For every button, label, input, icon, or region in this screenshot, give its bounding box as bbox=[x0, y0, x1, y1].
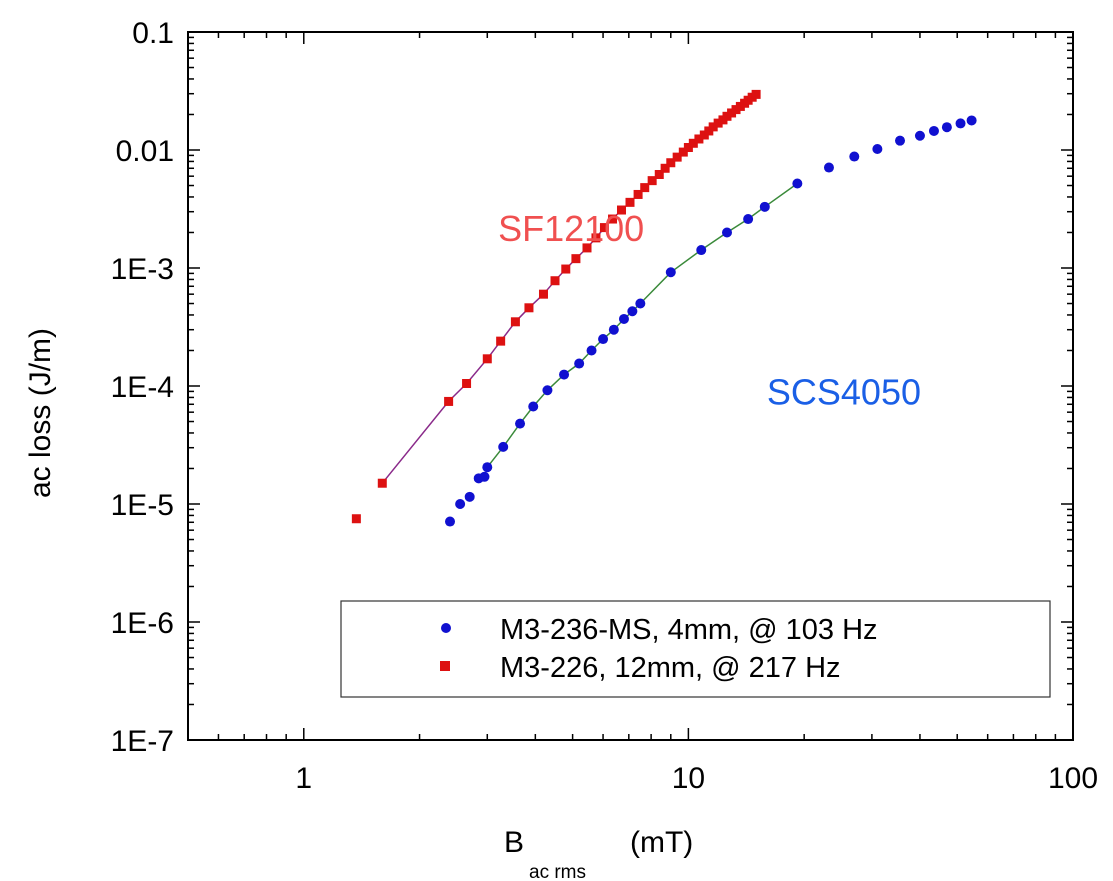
data-point-series-1 bbox=[542, 385, 553, 396]
data-point-series-2 bbox=[351, 514, 361, 524]
data-point-series-2 bbox=[654, 169, 664, 179]
y-tick-label: 1E-3 bbox=[111, 253, 174, 286]
data-point-series-2 bbox=[633, 189, 643, 199]
data-point-series-2 bbox=[482, 354, 492, 364]
data-point-series-1 bbox=[586, 345, 597, 356]
data-point-series-1 bbox=[743, 214, 754, 225]
data-point-series-2 bbox=[713, 118, 723, 128]
legend-marker-circle bbox=[441, 623, 451, 633]
data-point-series-1 bbox=[445, 516, 456, 527]
y-tick-label: 1E-5 bbox=[111, 489, 174, 522]
data-point-series-1 bbox=[823, 162, 834, 173]
data-point-series-1 bbox=[966, 115, 977, 126]
data-point-series-2 bbox=[561, 264, 571, 274]
data-point-series-1 bbox=[482, 462, 493, 473]
data-point-series-2 bbox=[647, 176, 657, 186]
data-point-series-1 bbox=[464, 491, 475, 502]
data-point-series-1 bbox=[955, 118, 966, 129]
data-point-series-1 bbox=[598, 334, 609, 345]
data-point-series-2 bbox=[660, 163, 670, 173]
data-point-series-2 bbox=[538, 289, 548, 299]
data-point-series-1 bbox=[721, 227, 732, 238]
data-point-series-2 bbox=[708, 122, 718, 132]
x-axis-label-main: B bbox=[504, 826, 524, 859]
x-axis-label-unit: (mT) bbox=[630, 826, 693, 859]
data-point-series-2 bbox=[672, 152, 682, 162]
legend-label-series-1: M3-236-MS, 4mm, @ 103 Hz bbox=[500, 614, 878, 646]
data-point-series-1 bbox=[941, 122, 952, 133]
data-point-series-2 bbox=[591, 233, 601, 243]
data-point-series-2 bbox=[496, 336, 506, 346]
data-point-series-2 bbox=[625, 197, 635, 207]
data-point-series-2 bbox=[678, 147, 688, 157]
data-point-series-2 bbox=[688, 138, 698, 148]
fit-lines bbox=[381, 93, 798, 484]
annotation-sf12100: SF12100 bbox=[498, 208, 644, 249]
data-point-series-2 bbox=[751, 89, 761, 99]
y-tick-label: 1E-4 bbox=[111, 371, 174, 404]
data-point-series-2 bbox=[666, 158, 676, 168]
data-point-series-1 bbox=[479, 471, 490, 482]
x-axis-label: B ac rms (mT) bbox=[504, 826, 693, 881]
legend: M3-236-MS, 4mm, @ 103 Hz M3-226, 12mm, @… bbox=[340, 600, 1051, 698]
plot-frame bbox=[187, 31, 1074, 741]
data-point-series-2 bbox=[444, 396, 454, 406]
x-axis-label-subscript: ac rms bbox=[529, 862, 586, 881]
data-points bbox=[351, 89, 977, 527]
y-tick-label: 0.01 bbox=[116, 135, 174, 168]
x-tick-label: 1 bbox=[295, 762, 312, 795]
data-point-series-1 bbox=[608, 324, 619, 335]
data-point-series-1 bbox=[759, 201, 770, 212]
data-point-series-2 bbox=[694, 134, 704, 144]
data-point-series-1 bbox=[627, 306, 638, 317]
data-point-series-2 bbox=[640, 183, 650, 193]
tick-labels: 1 10 100 0.1 0.01 1E-3 1E-4 1E-5 1E-6 1E-7 bbox=[111, 17, 1098, 795]
data-point-series-2 bbox=[524, 303, 534, 313]
y-axis-label: ac loss (J/m) bbox=[24, 328, 57, 498]
y-tick-label: 1E-7 bbox=[111, 725, 174, 758]
data-point-series-2 bbox=[582, 243, 592, 253]
legend-label-series-2: M3-226, 12mm, @ 217 Hz bbox=[500, 652, 841, 684]
data-point-series-1 bbox=[928, 125, 939, 136]
data-point-series-1 bbox=[895, 135, 906, 146]
data-point-series-1 bbox=[872, 143, 883, 154]
legend-marker-square bbox=[440, 661, 450, 671]
data-point-series-1 bbox=[792, 178, 803, 189]
data-point-series-1 bbox=[665, 267, 676, 278]
x-tick-label: 100 bbox=[1048, 762, 1098, 795]
data-point-series-2 bbox=[722, 111, 732, 121]
y-tick-label: 1E-6 bbox=[111, 607, 174, 640]
annotation-scs4050: SCS4050 bbox=[767, 371, 921, 412]
y-tick-label: 0.1 bbox=[132, 17, 174, 50]
data-point-series-2 bbox=[571, 254, 581, 264]
data-point-series-1 bbox=[455, 499, 466, 509]
data-point-series-2 bbox=[683, 142, 693, 152]
data-point-series-2 bbox=[462, 378, 472, 388]
data-point-series-2 bbox=[377, 478, 387, 488]
data-point-series-1 bbox=[574, 358, 585, 369]
data-point-series-1 bbox=[696, 245, 707, 256]
data-point-series-1 bbox=[635, 298, 646, 309]
data-point-series-1 bbox=[618, 313, 629, 324]
data-point-series-1 bbox=[515, 418, 526, 429]
legend-box bbox=[340, 600, 1051, 698]
fit-line-series-2 bbox=[381, 93, 757, 484]
x-tick-label: 10 bbox=[672, 762, 705, 795]
data-point-series-2 bbox=[599, 223, 609, 233]
data-point-series-2 bbox=[550, 276, 560, 286]
data-point-series-1 bbox=[914, 130, 925, 141]
data-point-series-1 bbox=[849, 151, 860, 162]
data-point-series-2 bbox=[510, 317, 520, 327]
data-point-series-1 bbox=[528, 401, 539, 412]
data-point-series-1 bbox=[559, 369, 570, 380]
data-point-series-2 bbox=[608, 214, 618, 224]
data-point-series-1 bbox=[498, 441, 509, 452]
data-point-series-2 bbox=[616, 205, 626, 215]
